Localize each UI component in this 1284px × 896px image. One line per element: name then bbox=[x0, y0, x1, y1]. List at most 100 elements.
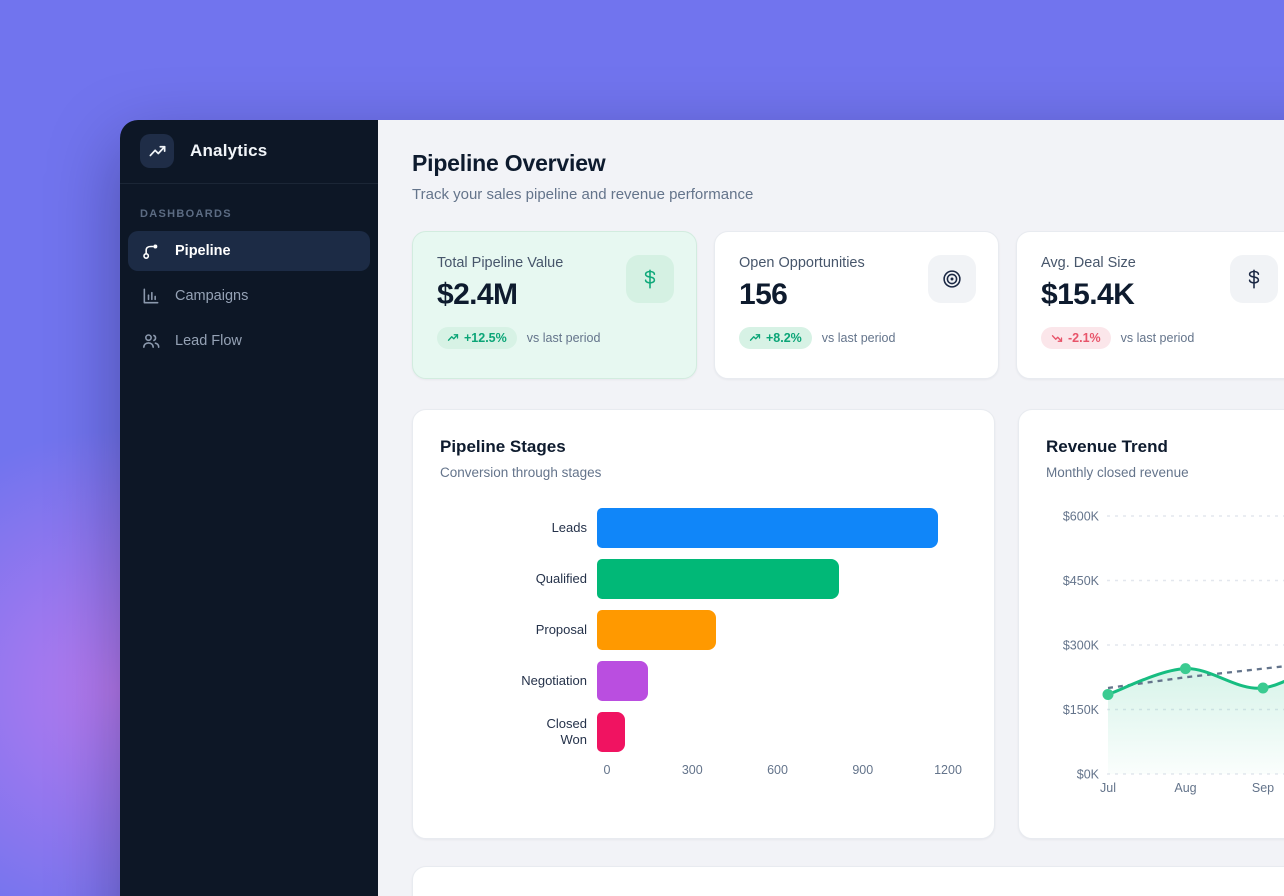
x-axis-label: Jul bbox=[1100, 781, 1116, 795]
stat-card-avg-deal-size: Avg. Deal Size $15.4K -2.1% vs last period bbox=[1016, 231, 1284, 379]
stage-label: Closed Won bbox=[546, 715, 587, 747]
sidebar: Analytics DASHBOARDS Pipeline Campaigns Le… bbox=[120, 120, 378, 896]
x-axis-label: Sep bbox=[1252, 781, 1274, 795]
data-point[interactable] bbox=[1102, 688, 1114, 700]
stage-bar-track bbox=[597, 610, 938, 650]
y-axis-label: $150K bbox=[1063, 703, 1100, 717]
sidebar-section-label: DASHBOARDS bbox=[140, 208, 232, 220]
pipeline-stage-row: Proposal bbox=[440, 610, 967, 650]
stage-label: Proposal bbox=[535, 621, 587, 637]
main-content: Pipeline Overview Track your sales pipel… bbox=[378, 120, 1284, 896]
stage-bar-track bbox=[597, 661, 938, 701]
pipeline-stages-subtitle: Conversion through stages bbox=[440, 465, 602, 480]
stage-bar-track bbox=[597, 712, 938, 752]
y-axis-label: $300K bbox=[1063, 639, 1100, 653]
sidebar-item-label: Pipeline bbox=[175, 243, 231, 259]
revenue-trend-card: Revenue Trend Monthly closed revenue $0K… bbox=[1018, 409, 1284, 839]
sidebar-item-label: Lead Flow bbox=[175, 333, 242, 349]
sidebar-item-label: Campaigns bbox=[175, 288, 249, 304]
dollar-icon bbox=[1248, 269, 1260, 289]
revenue-line bbox=[1106, 667, 1284, 696]
pipeline-stages-card: Pipeline Stages Conversion through stage… bbox=[412, 409, 995, 839]
bottom-card-partial bbox=[412, 866, 1284, 896]
x-axis-tick: 600 bbox=[767, 763, 788, 777]
x-axis-tick: 900 bbox=[852, 763, 874, 777]
delta-value: -2.1% bbox=[1068, 331, 1101, 345]
stage-bar[interactable] bbox=[597, 712, 625, 752]
stage-bar[interactable] bbox=[597, 559, 839, 599]
stat-value: 156 bbox=[739, 278, 788, 311]
x-axis-tick: 300 bbox=[681, 763, 703, 777]
dollar-icon bbox=[644, 269, 656, 289]
pipeline-stages-title: Pipeline Stages bbox=[440, 437, 566, 456]
stat-meta: +8.2% vs last period bbox=[739, 327, 974, 349]
sidebar-item-campaigns[interactable]: Campaigns bbox=[128, 276, 370, 316]
stat-value: $2.4M bbox=[437, 278, 518, 311]
revenue-trend-title: Revenue Trend bbox=[1046, 437, 1168, 456]
x-axis-label: Aug bbox=[1174, 781, 1196, 795]
bar-chart-icon bbox=[143, 288, 159, 304]
stage-bar-track bbox=[597, 559, 938, 599]
trend-up-small-icon bbox=[749, 334, 761, 341]
app-window: Analytics DASHBOARDS Pipeline Campaigns Le… bbox=[120, 120, 1284, 896]
dollar-icon bbox=[626, 255, 674, 303]
trend-dashed-line bbox=[1107, 665, 1284, 690]
pipeline-stages-x-axis: 0 300 600 900 1200 bbox=[603, 763, 962, 779]
stage-label: Qualified bbox=[535, 570, 587, 586]
delta-badge: +8.2% bbox=[739, 327, 812, 349]
stats-row: Total Pipeline Value $2.4M +12.5% vs last p… bbox=[412, 231, 1284, 379]
sidebar-nav: Pipeline Campaigns Lead Flow bbox=[120, 231, 378, 366]
y-axis-label: $0K bbox=[1077, 768, 1100, 782]
data-point[interactable] bbox=[1180, 663, 1191, 675]
stat-meta: +12.5% vs last period bbox=[437, 327, 672, 349]
pipeline-route-icon bbox=[143, 244, 158, 259]
stat-meta: -2.1% vs last period bbox=[1041, 327, 1276, 349]
revenue-trend-subtitle: Monthly closed revenue bbox=[1046, 465, 1189, 480]
sidebar-item-pipeline[interactable]: Pipeline bbox=[128, 231, 370, 271]
users-icon bbox=[143, 334, 160, 348]
trend-up-small-icon bbox=[447, 334, 459, 341]
stat-label: Avg. Deal Size bbox=[1041, 255, 1136, 271]
stat-note: vs last period bbox=[526, 331, 601, 345]
page-subtitle: Track your sales pipeline and revenue pe… bbox=[412, 186, 754, 203]
stat-value: $15.4K bbox=[1041, 278, 1135, 311]
pipeline-stage-row: Closed Won bbox=[440, 712, 967, 752]
x-axis-tick: 0 bbox=[603, 763, 611, 777]
page-title: Pipeline Overview bbox=[412, 150, 606, 176]
charts-row: Pipeline Stages Conversion through stage… bbox=[412, 409, 1284, 839]
stage-bar[interactable] bbox=[597, 661, 648, 701]
stage-bar[interactable] bbox=[597, 508, 938, 548]
stat-label: Open Opportunities bbox=[739, 255, 865, 271]
target-icon bbox=[928, 255, 976, 303]
pipeline-stage-row: Leads bbox=[440, 508, 967, 548]
revenue-area bbox=[1108, 668, 1284, 774]
delta-badge: +12.5% bbox=[437, 327, 517, 349]
y-axis-label: $600K bbox=[1063, 510, 1100, 524]
stat-card-total-pipeline-value: Total Pipeline Value $2.4M +12.5% vs last p… bbox=[412, 231, 697, 379]
pipeline-stages-chart: Leads Qualified Proposal Negotiation Closed … bbox=[440, 508, 967, 752]
sidebar-item-lead-flow[interactable]: Lead Flow bbox=[128, 321, 370, 361]
pipeline-stage-row: Negotiation bbox=[440, 661, 967, 701]
brand-name: Analytics bbox=[190, 141, 268, 160]
stat-label: Total Pipeline Value bbox=[437, 255, 564, 271]
trending-up-icon bbox=[140, 134, 174, 168]
stage-label: Negotiation bbox=[521, 672, 587, 688]
delta-value: +8.2% bbox=[766, 331, 802, 345]
data-point[interactable] bbox=[1257, 682, 1269, 694]
pipeline-stage-row: Qualified bbox=[440, 559, 967, 599]
dollar-icon bbox=[1230, 255, 1278, 303]
trending-up-icon bbox=[149, 145, 165, 156]
delta-badge: -2.1% bbox=[1041, 327, 1111, 349]
stage-bar-track bbox=[597, 508, 938, 548]
trend-down-small-icon bbox=[1051, 335, 1063, 342]
stat-card-open-opportunities: Open Opportunities 156 +8.2% vs last period bbox=[714, 231, 999, 379]
delta-value: +12.5% bbox=[464, 331, 507, 345]
brand: Analytics bbox=[120, 120, 378, 184]
target-icon bbox=[943, 270, 961, 288]
x-axis-tick: 1200 bbox=[934, 763, 962, 777]
stat-note: vs last period bbox=[821, 331, 896, 345]
stage-bar[interactable] bbox=[597, 610, 716, 650]
stage-label: Leads bbox=[551, 519, 587, 535]
stat-note: vs last period bbox=[1120, 331, 1195, 345]
y-axis-label: $450K bbox=[1063, 574, 1100, 588]
